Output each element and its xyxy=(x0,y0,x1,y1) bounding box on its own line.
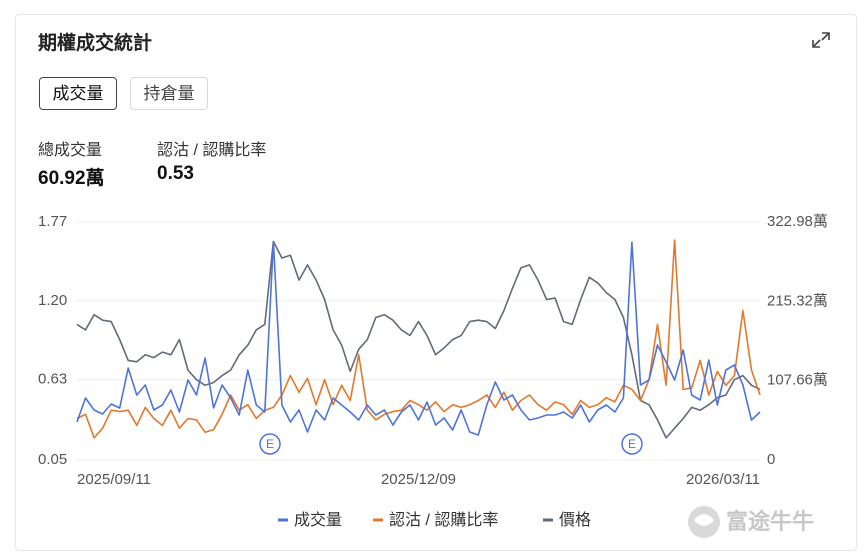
y-tick-label: 0.63 xyxy=(38,371,67,388)
legend-label: 成交量 xyxy=(294,511,342,529)
y2-tick-label: 215.32萬 xyxy=(767,292,828,309)
y2-tick-label: 322.98萬 xyxy=(767,213,828,230)
series-line xyxy=(76,240,761,439)
series-line xyxy=(76,241,761,436)
x-tick-label: 2025/09/11 xyxy=(77,471,151,488)
watermark: 富途牛牛 xyxy=(726,509,814,534)
stat-label: 認沽 / 認購比率 xyxy=(157,142,267,159)
tab[interactable]: 成交量 xyxy=(39,77,117,110)
legend-label: 認沽 / 認購比率 xyxy=(389,511,498,529)
watermark-logo xyxy=(688,506,720,538)
event-marker xyxy=(621,433,643,455)
stat-value: 60.92萬 xyxy=(38,168,105,189)
y2-tick-label: 107.66萬 xyxy=(767,372,828,389)
y-tick-label: 1.77 xyxy=(38,213,67,230)
event-label: E xyxy=(628,437,636,451)
tab[interactable]: 持倉量 xyxy=(130,77,208,110)
event-label: E xyxy=(266,437,274,451)
series-line xyxy=(76,239,761,439)
y-tick-label: 0.05 xyxy=(38,451,67,468)
card xyxy=(15,14,857,551)
stat-label: 總成交量 xyxy=(38,142,103,159)
y-tick-label: 1.20 xyxy=(38,292,67,309)
y2-tick-label: 0 xyxy=(767,451,775,468)
legend-label: 價格 xyxy=(559,511,591,529)
card-title: 期權成交統計 xyxy=(38,33,153,54)
stat-value: 0.53 xyxy=(157,163,194,184)
expand-icon[interactable] xyxy=(812,32,830,48)
x-tick-label: 2025/12/09 xyxy=(381,471,456,488)
x-tick-label: 2026/03/11 xyxy=(686,471,760,488)
event-marker xyxy=(259,433,281,455)
